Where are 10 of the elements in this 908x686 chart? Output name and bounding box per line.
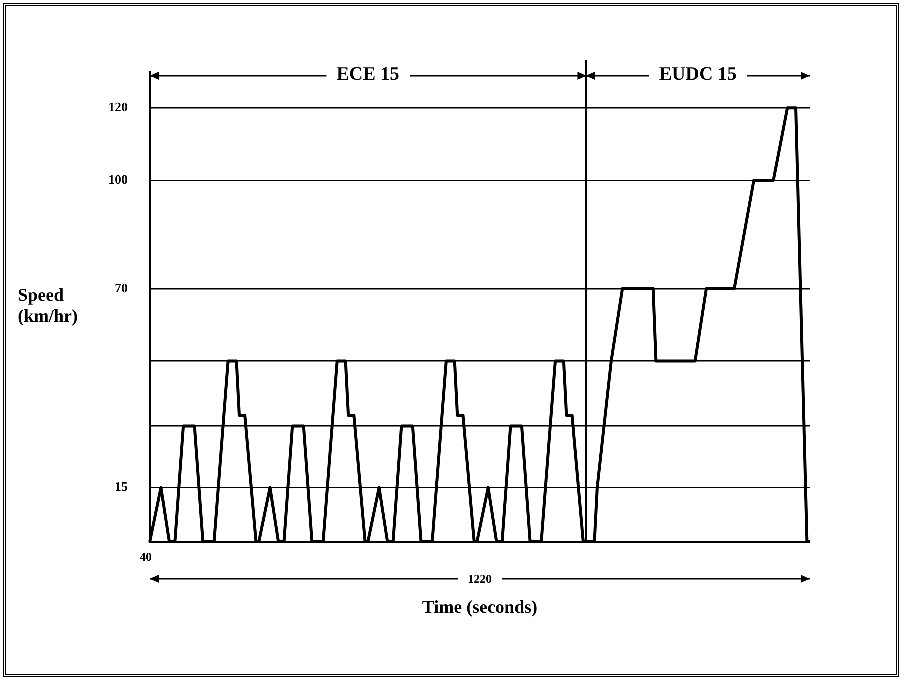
annotation: ECE 15 [336,64,400,86]
x-axis-title: Time (seconds) [422,597,538,618]
annotation: EUDC 15 [659,64,737,86]
y-tick-label: 70 [115,280,128,296]
y-tick-label: 100 [108,172,128,187]
y-tick-label: 15 [115,479,128,494]
y-axis-title: Speed (km/hr) [18,285,79,327]
y-tick-label: 120 [108,100,128,115]
text: 1220 [468,572,492,587]
text: 40 [140,550,152,565]
